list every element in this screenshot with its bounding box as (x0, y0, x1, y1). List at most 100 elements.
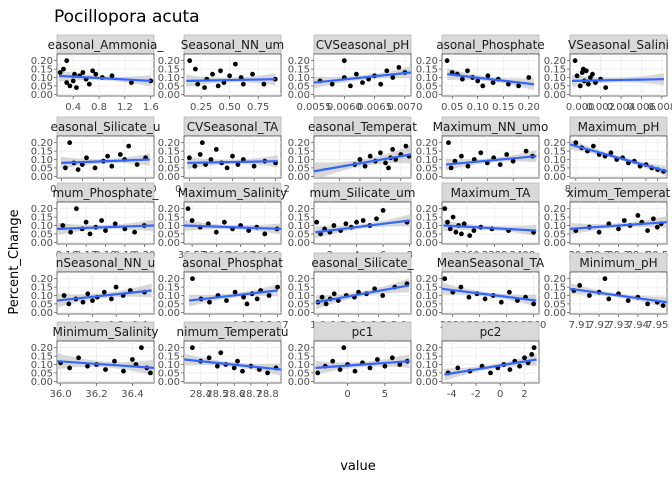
fit-line (186, 78, 276, 82)
y-tick-label: 0.15 (31, 283, 53, 294)
data-point (444, 58, 450, 64)
x-tick-label: 28.7 (240, 389, 262, 400)
data-point (606, 296, 612, 302)
facet-maximum-phosphate-umol: mum_Phosphate_0.000.050.100.150.200.160.… (31, 182, 160, 261)
x-tick-label: 36.4 (121, 389, 143, 400)
facet-meanseasonal-phosphate-umol: asonal_Phosphat0.000.050.100.150.200.150… (158, 252, 289, 331)
x-tick-label: 28.4 (190, 389, 212, 400)
y-tick-label: 0.15 (544, 283, 566, 294)
data-point (341, 58, 347, 64)
data-point (354, 71, 359, 77)
fit-line (444, 358, 537, 376)
y-tick-label: 0.15 (416, 283, 438, 294)
data-point (522, 355, 527, 361)
y-tick-label: 0.00 (416, 238, 438, 249)
y-tick-label: 0.05 (544, 81, 566, 92)
data-point (90, 68, 95, 74)
fit-line (314, 71, 411, 84)
data-point (262, 231, 268, 237)
x-tick-label: 0.8 (91, 102, 107, 113)
data-point (453, 229, 459, 235)
y-tick-label: 0.05 (158, 81, 180, 92)
data-point (64, 58, 70, 64)
data-point (446, 140, 451, 146)
x-tick-label: 0.002 (586, 102, 615, 113)
data-point (250, 71, 255, 77)
facet-meanseasonal-nn-umol: nSeasonal_NN_u0.000.050.100.150.200.20.3… (31, 252, 155, 331)
data-point (218, 350, 224, 356)
y-tick-label: 0.05 (288, 368, 310, 379)
data-point (625, 298, 631, 303)
data-point (265, 370, 270, 376)
data-point (480, 83, 486, 89)
data-point (215, 83, 221, 89)
y-tick-label: 0.10 (158, 360, 180, 371)
y-tick-label: 0.15 (416, 65, 438, 76)
y-tick-label: 0.00 (158, 90, 180, 101)
y-tick-label: 0.20 (416, 56, 438, 67)
data-point (235, 358, 240, 364)
x-tick-label: 0 (497, 389, 503, 400)
data-point (112, 358, 117, 364)
data-point (66, 301, 72, 307)
facet-cvseasonal-nn-umol: Seasonal_NN_um 0.000.050.100.150.20 0.25 0.… (158, 34, 285, 113)
x-tick-label: 0.0070 (387, 102, 422, 113)
data-point (651, 216, 656, 222)
data-point (455, 365, 461, 371)
y-tick-label: 0.10 (31, 155, 53, 166)
facet-strip-label: CVSeasonal_pH (316, 38, 409, 52)
data-point (227, 73, 233, 79)
data-point (485, 73, 491, 79)
data-point (67, 140, 73, 146)
x-tick-label: 36.0 (49, 389, 71, 400)
data-point (380, 293, 386, 298)
data-point (224, 298, 229, 303)
data-point (386, 165, 391, 171)
x-tick-label: 0.008 (648, 102, 672, 113)
y-tick-label: 0.05 (31, 368, 53, 379)
facet-cvseasonal-salinity: VSeasonal_Salini 0.000.050.100.150.20 0.00… (544, 34, 672, 113)
data-point (205, 221, 211, 227)
y-tick-label: 0.10 (544, 291, 566, 302)
y-tick-label: 0.10 (416, 291, 438, 302)
data-point (586, 81, 591, 87)
y-tick-label: 0.05 (31, 299, 53, 310)
x-tick-label: 0.05 (441, 102, 463, 113)
y-tick-label: 0.10 (158, 155, 180, 166)
facet-strip-label: Seasonal_NN_um (181, 38, 285, 52)
facet-strip-label: Maximum_pH (578, 120, 660, 134)
facet-strip-label: pc2 (480, 325, 502, 339)
x-tick-label: 0 (344, 389, 350, 400)
facet-minimum-temperature: nimum_Temperatu0.000.050.100.150.2028.42… (158, 321, 288, 400)
y-tick-label: 0.15 (158, 213, 180, 224)
x-tick-label: 7.92 (588, 320, 610, 331)
data-point (208, 157, 214, 162)
data-point (190, 345, 195, 351)
y-tick-label: 0.10 (288, 221, 310, 232)
facet-strip-label: mum_Phosphate_ (52, 186, 159, 200)
data-point (465, 68, 470, 74)
data-point (577, 283, 583, 288)
y-tick-label: 0.20 (158, 138, 180, 149)
data-point (602, 276, 608, 282)
data-point (67, 83, 73, 89)
data-point (497, 162, 503, 168)
data-point (461, 221, 467, 227)
data-point (70, 78, 76, 84)
data-point (231, 365, 237, 371)
fit-line (315, 360, 410, 369)
y-tick-label: 0.20 (288, 56, 310, 67)
facet-cvseasonal-phosphate-umol: asonal_Phosphate0.000.050.100.150.200.05… (416, 34, 545, 113)
x-tick-label: 28.6 (223, 389, 245, 400)
data-point (87, 231, 93, 237)
x-tick-label: 0.25 (190, 102, 212, 113)
chart-title: Pocillopora acuta (54, 7, 200, 27)
data-point (459, 231, 464, 237)
y-tick-label: 0.10 (288, 360, 310, 371)
x-tick-label: 7.93 (607, 320, 629, 331)
y-tick-label: 0.00 (416, 172, 438, 183)
y-tick-label: 0.15 (158, 147, 180, 158)
facet-strip-label: mum_Silicate_um (310, 186, 416, 200)
y-tick-label: 0.15 (288, 147, 310, 158)
data-point (230, 153, 235, 159)
